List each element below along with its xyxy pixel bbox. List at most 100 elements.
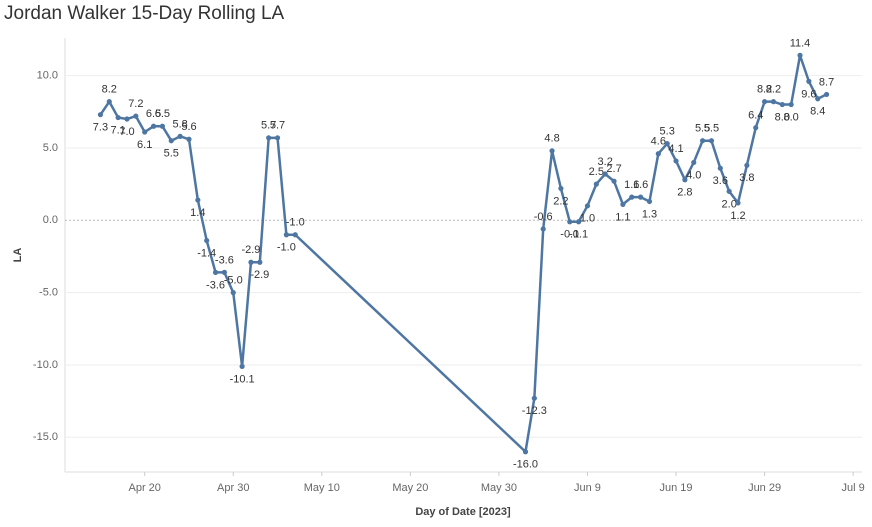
point [212,269,219,275]
data-label: 1.1 [615,211,630,223]
point [620,201,626,207]
data-label: 2.8 [677,187,692,199]
data-label: 1.0 [580,213,595,225]
data-label: 2.0 [722,198,737,210]
data-label: 8.4 [810,106,825,118]
data-label: -3.6 [215,254,234,266]
point [549,148,555,154]
data-label: 5.5 [695,123,710,135]
point [735,200,741,206]
data-label: 4.0 [686,169,701,181]
point [540,226,546,232]
point [248,259,254,265]
point [761,99,768,105]
data-label: 5.8 [172,118,187,130]
data-label: 8.2 [757,84,772,96]
point [823,91,830,98]
point [115,114,121,121]
data-label: 5.7 [270,120,285,132]
data-label: 8.0 [784,111,799,123]
point [150,123,157,129]
data-label: 5.7 [261,120,276,132]
point [204,237,210,244]
x-tick-label: May 10 [304,482,340,494]
data-label: -1.0 [277,242,296,254]
x-tick-label: Apr 20 [128,482,160,494]
point [708,138,715,144]
point [195,197,201,203]
data-label: 7.2 [128,98,143,110]
y-tick-label: 0.0 [43,214,58,226]
point [655,151,661,157]
data-label: 1.4 [190,207,205,219]
data-label: 2.2 [553,195,568,207]
point [239,363,245,369]
data-label: 8.2 [766,84,781,96]
data-label: -16.0 [513,459,538,471]
y-tick-label: 5.0 [43,142,58,154]
data-label: -10.1 [230,373,255,385]
point [177,133,183,139]
data-label: -0.1 [560,229,579,241]
data-label: 4.8 [544,133,559,145]
data-label: 5.6 [181,121,196,133]
x-tick-label: Jul 9 [842,482,865,494]
point [584,203,591,209]
point [230,290,236,296]
data-label: -2.9 [241,244,260,256]
x-tick-label: May 30 [481,482,517,494]
point [682,177,688,183]
point [611,178,617,184]
point [221,269,227,275]
data-label: 3.6 [713,175,728,187]
data-label: 11.4 [790,37,811,49]
data-label: 1.2 [730,210,745,222]
point [638,194,644,200]
point [691,159,697,166]
point [788,101,794,108]
y-axis-title: LA [12,248,24,263]
data-label: 2.7 [606,163,621,175]
data-label: 6.5 [146,108,161,120]
x-tick-label: Apr 30 [217,482,249,494]
data-label: 1.3 [642,208,657,220]
x-tick-label: Jun 29 [748,482,781,494]
point [779,101,785,108]
point [646,198,653,205]
data-label: 5.5 [704,123,719,135]
data-label: 9.6 [801,88,816,100]
point [744,162,750,168]
data-label: 6.5 [155,108,170,120]
data-label: 2.5 [589,166,604,178]
point [806,78,812,84]
point [257,259,263,265]
point [700,138,706,144]
data-label: -1.0 [286,217,305,229]
y-tick-label: -15.0 [33,431,58,443]
data-label: -0.6 [534,211,553,223]
data-label: 5.5 [164,148,179,160]
data-label: 4.6 [651,136,666,148]
data-label: -3.6 [206,279,225,291]
point [159,123,166,129]
point [266,135,272,141]
point [753,125,759,131]
point [558,185,564,192]
point [142,129,148,135]
data-label: 6.4 [748,110,763,122]
data-label: 7.0 [119,126,134,138]
point [168,138,174,144]
point [629,194,635,200]
data-label: 7.1 [110,124,125,136]
point [186,136,192,142]
point [567,219,573,225]
data-label: 3.8 [739,172,754,184]
point [292,232,298,238]
y-tick-label: -10.0 [33,359,58,371]
data-label: 7.3 [93,122,108,134]
point [602,171,608,177]
y-tick-label: -5.0 [39,287,58,299]
x-tick-label: Jun 19 [660,482,693,494]
point [726,188,732,194]
